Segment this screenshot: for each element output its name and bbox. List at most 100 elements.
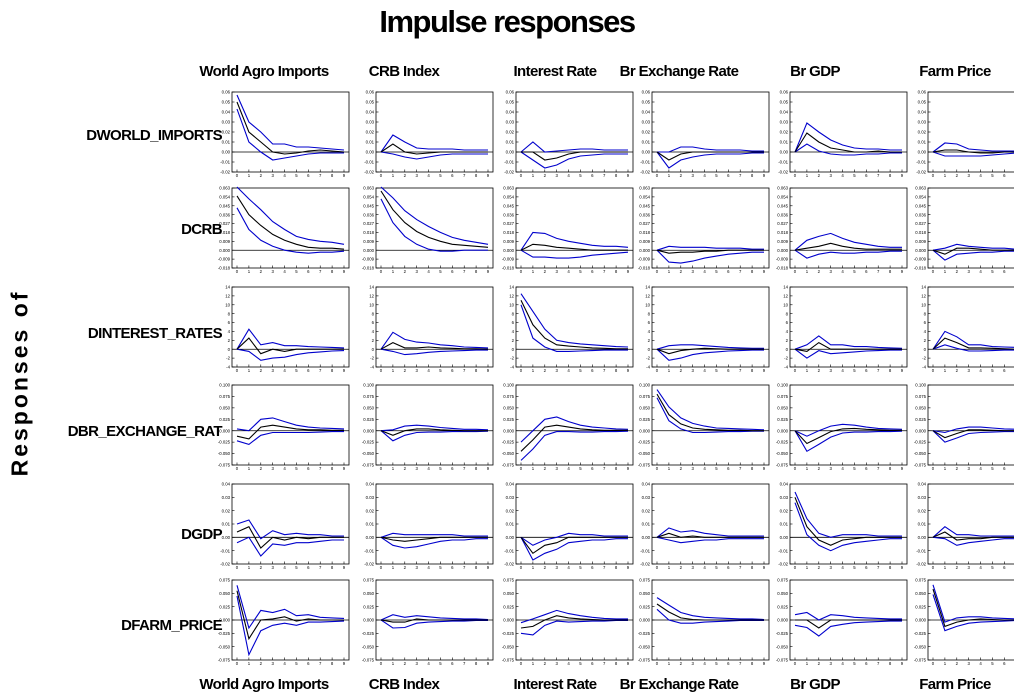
x-tick-label: 2 <box>260 661 263 666</box>
y-tick-label: 0.05 <box>506 100 515 105</box>
x-tick-label: 2 <box>544 565 547 570</box>
y-tick-label: 0.100 <box>503 383 514 388</box>
lower-band-line <box>236 595 345 657</box>
x-tick-label: 2 <box>260 565 263 570</box>
panel-frame <box>789 286 908 368</box>
y-tick-label: 0.075 <box>915 394 926 399</box>
y-tick-label: 0.00 <box>506 150 515 155</box>
y-tick-label: 0.045 <box>363 203 374 208</box>
x-tick-label: 3 <box>555 565 558 570</box>
x-tick-label: 6 <box>1003 466 1006 471</box>
y-tick-label: 8 <box>786 311 789 316</box>
x-tick-label: 1 <box>668 173 671 178</box>
y-tick-label: 0.027 <box>503 221 514 226</box>
y-tick-label: -2 <box>784 356 788 361</box>
panel-dbr-exchange-rat-farm-price: 0.100 0.075 0.050 0.025 0.000 -0.025 -0.050 -0.… <box>914 383 1014 471</box>
x-tick-label: 7 <box>877 565 880 570</box>
y-tick-label: 0.000 <box>915 428 926 433</box>
y-tick-label: 0.000 <box>503 428 514 433</box>
lower-band-line <box>520 151 628 169</box>
x-tick-label: 9 <box>343 565 346 570</box>
x-tick-label: 9 <box>487 466 490 471</box>
x-tick-label: 8 <box>475 269 478 274</box>
x-tick-label: 4 <box>567 661 570 666</box>
y-tick-label: -0.01 <box>778 160 788 165</box>
lower-band-line <box>794 620 902 637</box>
response-line <box>236 101 345 155</box>
x-tick-label: 1 <box>806 173 809 178</box>
column-footer-farm-price: Farm Price <box>919 676 991 693</box>
panel-dfarm-price-interest-rate: 0.075 0.050 0.025 0.000 -0.025 -0.050 -0.075 0 1… <box>502 578 634 666</box>
y-tick-label: -0.075 <box>914 463 927 468</box>
panel-dworld-imports-world-agro-imports: 0.06 0.05 0.04 0.03 0.02 0.01 0.00 -0.01 -0.02 0 1… <box>220 90 350 178</box>
x-tick-label: 2 <box>260 466 263 471</box>
y-tick-label: -0.01 <box>220 160 230 165</box>
x-tick-label: 9 <box>627 269 630 274</box>
x-tick-label: 5 <box>991 466 994 471</box>
y-tick-label: -2 <box>646 356 650 361</box>
x-tick-label: 7 <box>319 661 322 666</box>
panel-frame <box>515 187 634 269</box>
y-tick-label: 0.050 <box>915 405 926 410</box>
y-tick-label: 2 <box>648 338 651 343</box>
x-tick-label: 1 <box>532 368 535 373</box>
y-tick-label: 0.01 <box>222 522 231 527</box>
response-line <box>932 531 1014 541</box>
x-tick-label: 3 <box>967 269 970 274</box>
y-tick-label: 2 <box>924 338 927 343</box>
y-tick-label: 0.05 <box>780 100 789 105</box>
x-tick-label: 3 <box>271 269 274 274</box>
x-tick-label: 0 <box>932 466 935 471</box>
x-tick-label: 8 <box>615 565 618 570</box>
x-tick-label: 0 <box>932 565 935 570</box>
x-tick-label: 5 <box>439 173 442 178</box>
y-tick-label: 0.04 <box>918 482 927 487</box>
y-tick-label: -0.075 <box>218 658 231 663</box>
y-tick-label: -0.050 <box>914 451 927 456</box>
x-tick-label: 6 <box>307 565 310 570</box>
x-tick-label: 3 <box>691 466 694 471</box>
x-tick-label: 3 <box>829 565 832 570</box>
y-tick-label: 0.036 <box>363 212 374 217</box>
y-tick-label: 0.050 <box>639 591 650 596</box>
response-line <box>520 243 628 251</box>
x-tick-label: 3 <box>555 368 558 373</box>
x-tick-label: 7 <box>603 565 606 570</box>
x-tick-label: 6 <box>727 173 730 178</box>
lower-band-line <box>932 536 1014 546</box>
lower-band-line <box>380 619 488 629</box>
y-tick-label: 0.04 <box>642 482 651 487</box>
x-tick-label: 7 <box>877 269 880 274</box>
x-tick-label: 9 <box>487 565 490 570</box>
y-tick-label: 0.075 <box>639 578 650 583</box>
column-footer-crb-index: CRB Index <box>368 676 440 693</box>
x-tick-label: 6 <box>451 269 454 274</box>
x-tick-label: 6 <box>727 466 730 471</box>
x-tick-label: 9 <box>343 269 346 274</box>
x-tick-label: 7 <box>877 368 880 373</box>
y-tick-label: 0 <box>512 347 515 352</box>
x-tick-label: 7 <box>877 173 880 178</box>
response-line <box>656 393 764 432</box>
x-tick-label: 0 <box>520 173 523 178</box>
x-tick-label: 9 <box>763 661 766 666</box>
panel-frame <box>651 483 770 565</box>
x-tick-label: 0 <box>794 173 797 178</box>
y-tick-label: 0.04 <box>918 110 927 115</box>
y-tick-label: -0.075 <box>502 463 515 468</box>
y-tick-label: 0.018 <box>363 230 374 235</box>
response-line <box>656 151 764 161</box>
y-tick-label: 0.02 <box>780 508 789 513</box>
x-tick-label: 2 <box>680 565 683 570</box>
response-line <box>236 525 344 549</box>
y-tick-label: 0.06 <box>366 90 375 95</box>
x-tick-label: 0 <box>794 661 797 666</box>
upper-band-line <box>656 597 765 621</box>
panel-frame <box>927 187 1014 269</box>
x-tick-label: 2 <box>544 466 547 471</box>
x-tick-label: 6 <box>307 173 310 178</box>
y-tick-label: -0.025 <box>776 631 789 636</box>
y-tick-label: -0.01 <box>778 548 788 553</box>
y-tick-label: 0.000 <box>503 618 514 623</box>
lower-band-line <box>520 430 629 461</box>
